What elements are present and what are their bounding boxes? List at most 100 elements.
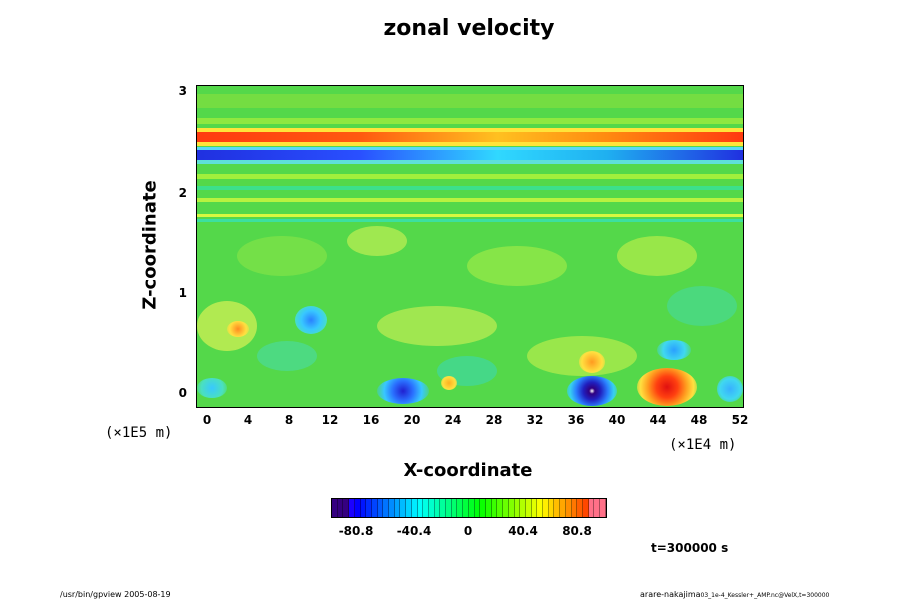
- plot-area: [196, 85, 744, 408]
- colorbar-swatch: [485, 499, 492, 517]
- colorbar-swatch: [360, 499, 367, 517]
- positive-vortex: [637, 368, 697, 406]
- chart-title: zonal velocity: [383, 16, 555, 41]
- colorbar-swatch: [377, 499, 384, 517]
- colorbar-swatch: [383, 499, 390, 517]
- upper-layer-band: [197, 118, 743, 124]
- x-tick-label: 28: [485, 413, 503, 427]
- colorbar-swatch: [389, 499, 395, 517]
- colorbar-swatch: [451, 499, 458, 517]
- x-unit-label: (×1E4 m): [669, 437, 737, 453]
- colorbar-tick-label: 0: [463, 524, 473, 538]
- negative-jet-halo: [197, 147, 743, 150]
- colorbar-swatch: [503, 499, 509, 517]
- positive-jet-halo: [197, 128, 743, 132]
- z-unit-label: (×1E5 m): [105, 425, 173, 441]
- colorbar-swatch: [428, 499, 435, 517]
- positive-vortex: [227, 321, 249, 337]
- colorbar-swatch: [571, 499, 578, 517]
- colorbar-swatch: [588, 499, 595, 517]
- colorbar-swatch: [480, 499, 486, 517]
- colorbar-swatch: [406, 499, 412, 517]
- colorbar-swatch: [343, 499, 350, 517]
- x-tick-label: 32: [526, 413, 544, 427]
- colorbar-swatch: [332, 499, 338, 517]
- y-tick-label: 3: [178, 84, 187, 98]
- positive-jet-halo: [197, 142, 743, 146]
- colorbar-swatch: [497, 499, 504, 517]
- colorbar-swatch: [537, 499, 544, 517]
- colorbar-swatch: [354, 499, 361, 517]
- negative-vortex: [717, 376, 743, 402]
- upper-layer-band: [197, 94, 743, 108]
- colorbar-swatch: [520, 499, 526, 517]
- negative-vortex: [197, 378, 227, 398]
- colorbar-swatch: [411, 499, 418, 517]
- positive-vortex: [441, 376, 457, 390]
- footer-right: arare-nakajima03_1e-4_Kessler+_AMP.nc@Ve…: [640, 590, 829, 599]
- x-tick-label: 12: [321, 413, 339, 427]
- colorbar-swatch: [371, 499, 378, 517]
- lower-layer-band: [197, 174, 743, 179]
- y-axis-label: Z-coordinate: [139, 180, 161, 310]
- colorbar-swatch: [560, 499, 566, 517]
- colorbar-swatch: [366, 499, 372, 517]
- x-tick-label: 40: [608, 413, 626, 427]
- x-tick-label: 16: [362, 413, 380, 427]
- x-tick-label: 4: [243, 413, 253, 427]
- colorbar-swatch: [582, 499, 589, 517]
- colorbar-swatch: [394, 499, 401, 517]
- negative-jet-band: [197, 150, 743, 160]
- colorbar-swatch: [446, 499, 452, 517]
- x-axis-label: X-coordinate: [403, 460, 533, 481]
- field-patch: [347, 226, 407, 256]
- colorbar-swatch: [349, 499, 355, 517]
- colorbar-swatch: [554, 499, 561, 517]
- colorbar-swatch: [423, 499, 429, 517]
- y-tick-label: 2: [178, 186, 187, 200]
- colorbar-swatch: [548, 499, 555, 517]
- colorbar-swatch: [491, 499, 498, 517]
- negative-vortex: [567, 376, 617, 406]
- colorbar-tick-label: -40.4: [396, 524, 432, 538]
- footer-right-main: arare-nakajima: [640, 590, 701, 599]
- lower-layer-band: [197, 198, 743, 202]
- x-tick-label: 36: [567, 413, 585, 427]
- field-patch: [237, 236, 327, 276]
- positive-jet-band: [197, 132, 743, 142]
- y-tick-label: 1: [178, 286, 187, 300]
- footer-left: /usr/bin/gpview 2005-08-19: [60, 590, 171, 599]
- colorbar-swatch: [508, 499, 515, 517]
- colorbar-tick-label: -80.8: [338, 524, 374, 538]
- lower-layer-band: [197, 186, 743, 190]
- colorbar-swatch: [514, 499, 521, 517]
- colorbar-swatch: [531, 499, 538, 517]
- x-tick-label: 24: [444, 413, 462, 427]
- time-label: t=300000 s: [651, 541, 729, 555]
- colorbar-swatch: [400, 499, 407, 517]
- colorbar-swatch: [543, 499, 549, 517]
- positive-vortex: [579, 351, 605, 373]
- colorbar-swatch: [463, 499, 469, 517]
- x-tick-label: 48: [690, 413, 708, 427]
- colorbar-swatch: [457, 499, 464, 517]
- colorbar-swatch: [565, 499, 572, 517]
- lower-layer-band: [197, 214, 743, 217]
- negative-vortex: [295, 306, 327, 334]
- x-tick-label: 44: [649, 413, 667, 427]
- negative-jet-halo: [197, 160, 743, 164]
- colorbar-swatch: [600, 499, 606, 517]
- colorbar-tick-label: 40.4: [508, 524, 538, 538]
- field-patch: [377, 306, 497, 346]
- x-tick-label: 8: [284, 413, 294, 427]
- colorbar-swatch: [434, 499, 441, 517]
- colorbar-swatch: [525, 499, 532, 517]
- x-tick-label: 52: [731, 413, 749, 427]
- field-patch: [467, 246, 567, 286]
- colorbar-swatch: [577, 499, 583, 517]
- field-patch: [617, 236, 697, 276]
- x-tick-label: 20: [403, 413, 421, 427]
- negative-vortex: [657, 340, 691, 360]
- colorbar-swatch: [594, 499, 601, 517]
- colorbar-swatch: [440, 499, 447, 517]
